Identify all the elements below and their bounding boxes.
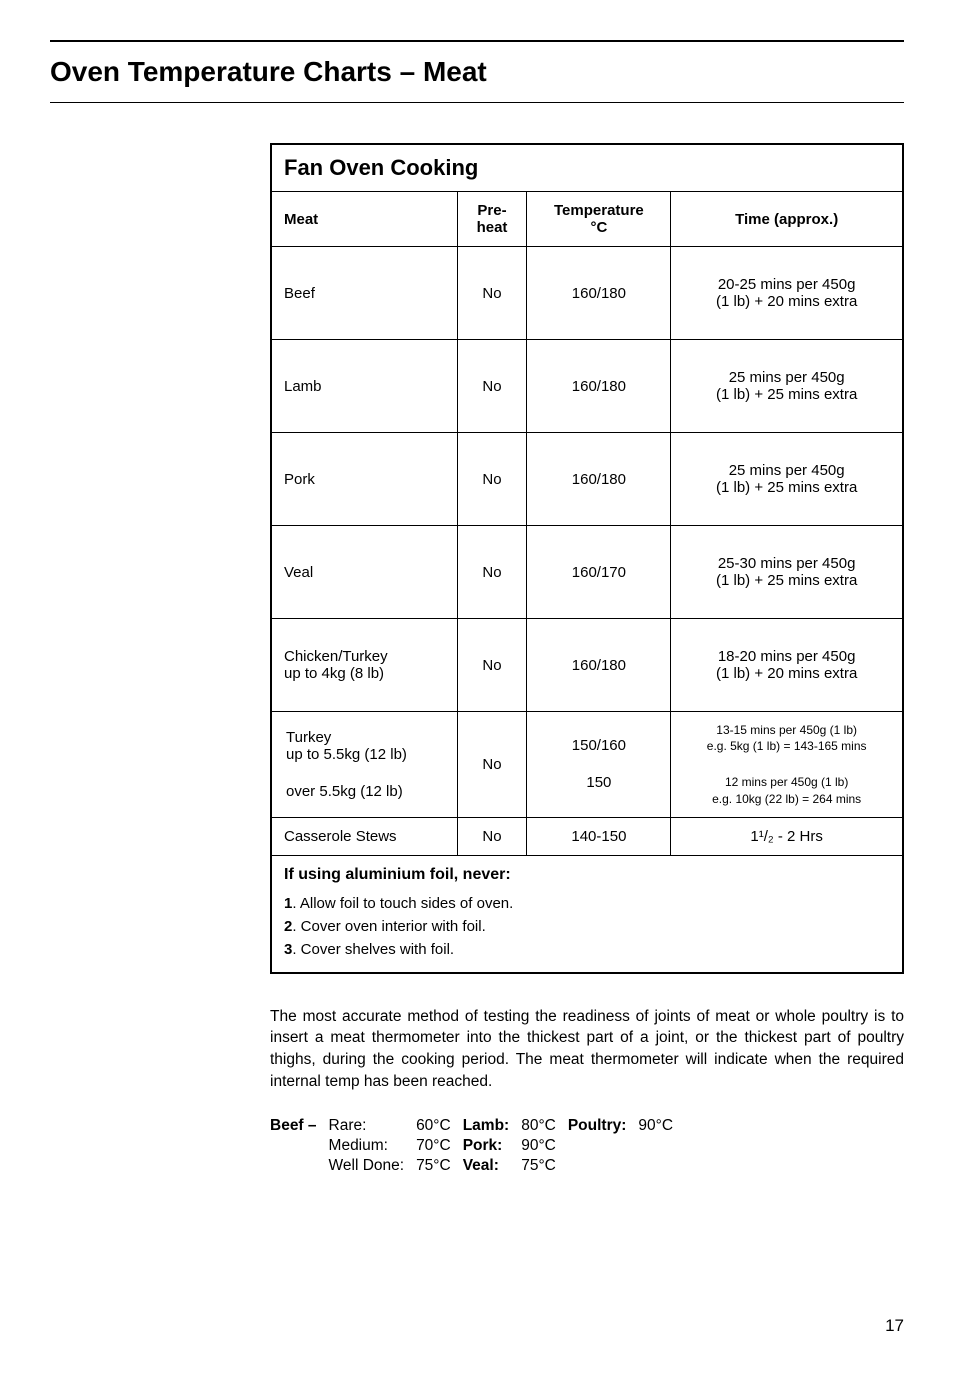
internal-temp-table: Beef – Rare: 60°C Lamb: 80°C Poultry: 90… bbox=[270, 1116, 685, 1176]
cell-preheat: No bbox=[457, 433, 527, 526]
turkey-top-label: Turkey up to 5.5kg (12 lb) bbox=[272, 719, 457, 773]
medium-label: Medium: bbox=[329, 1136, 417, 1156]
cell-casserole-preheat: No bbox=[457, 817, 527, 855]
cell-time: 25-30 mins per 450g (1 lb) + 25 mins ext… bbox=[671, 526, 903, 619]
content-wrap: Fan Oven Cooking Meat Pre- heat Temperat… bbox=[270, 143, 904, 1176]
foil-text-2: . Cover oven interior with foil. bbox=[292, 918, 485, 935]
foil-text-1: . Allow foil to touch sides of oven. bbox=[292, 895, 513, 912]
cell-time: 18-20 mins per 450g (1 lb) + 20 mins ext… bbox=[671, 619, 903, 712]
turkey-bottom-label: over 5.5kg (12 lb) bbox=[272, 773, 457, 810]
title-underline bbox=[50, 102, 904, 103]
cell-temp: 160/180 bbox=[527, 247, 671, 340]
cell-preheat: No bbox=[457, 619, 527, 712]
meat-cooking-table: Fan Oven Cooking Meat Pre- heat Temperat… bbox=[270, 143, 904, 974]
medium-val: 70°C bbox=[416, 1136, 463, 1156]
pork-val: 90°C bbox=[521, 1136, 568, 1156]
cell-preheat: No bbox=[457, 247, 527, 340]
cell-casserole-temp: 140-150 bbox=[527, 817, 671, 855]
foil-title: If using aluminium foil, never: bbox=[284, 866, 890, 884]
table-title-cell: Fan Oven Cooking bbox=[271, 144, 903, 192]
cell-temp: 160/180 bbox=[527, 340, 671, 433]
cell-casserole-meat: Casserole Stews bbox=[271, 817, 457, 855]
foil-list: 1. Allow foil to touch sides of oven. 2.… bbox=[284, 892, 890, 962]
well-label: Well Done: bbox=[329, 1156, 417, 1176]
top-rule bbox=[50, 40, 904, 42]
cell-preheat: No bbox=[457, 526, 527, 619]
poultry-label: Poultry: bbox=[568, 1117, 627, 1134]
th-meat: Meat bbox=[271, 192, 457, 247]
page-title: Oven Temperature Charts – Meat bbox=[50, 56, 904, 88]
lamb-label: Lamb: bbox=[463, 1117, 510, 1134]
beef-label: Beef – bbox=[270, 1117, 317, 1134]
foil-notice: If using aluminium foil, never: 1. Allow… bbox=[271, 855, 903, 972]
turkey-temp-top: 150/160 bbox=[527, 727, 670, 764]
table-title: Fan Oven Cooking bbox=[284, 155, 478, 180]
cell-time: 20-25 mins per 450g (1 lb) + 20 mins ext… bbox=[671, 247, 903, 340]
cell-meat: Veal bbox=[271, 526, 457, 619]
cell-meat: Chicken/Turkey up to 4kg (8 lb) bbox=[271, 619, 457, 712]
cell-temp: 160/180 bbox=[527, 619, 671, 712]
cell-turkey-temp: 150/160 150 bbox=[527, 712, 671, 818]
rare-label: Rare: bbox=[329, 1116, 417, 1136]
foil-text-3: . Cover shelves with foil. bbox=[292, 941, 454, 958]
th-time: Time (approx.) bbox=[671, 192, 903, 247]
cell-temp: 160/170 bbox=[527, 526, 671, 619]
cell-turkey-time: 13-15 mins per 450g (1 lb) e.g. 5kg (1 l… bbox=[671, 712, 903, 818]
foil-colon: : bbox=[505, 866, 510, 883]
thermometer-paragraph: The most accurate method of testing the … bbox=[270, 1006, 904, 1093]
cell-meat: Beef bbox=[271, 247, 457, 340]
page-number: 17 bbox=[50, 1316, 904, 1336]
veal-val: 75°C bbox=[521, 1156, 568, 1176]
cell-meat: Pork bbox=[271, 433, 457, 526]
well-val: 75°C bbox=[416, 1156, 463, 1176]
cell-turkey-meat: Turkey up to 5.5kg (12 lb) over 5.5kg (1… bbox=[271, 712, 457, 818]
cell-time: 25 mins per 450g (1 lb) + 25 mins extra bbox=[671, 340, 903, 433]
cell-preheat: No bbox=[457, 340, 527, 433]
turkey-temp-bottom: 150 bbox=[527, 764, 670, 801]
cell-time: 25 mins per 450g (1 lb) + 25 mins extra bbox=[671, 433, 903, 526]
th-temp: Temperature °C bbox=[527, 192, 671, 247]
foil-title-text: If using aluminium foil, never bbox=[284, 866, 505, 883]
lamb-val: 80°C bbox=[521, 1116, 568, 1136]
cell-turkey-preheat: No bbox=[457, 712, 527, 818]
turkey-time-top: 13-15 mins per 450g (1 lb) e.g. 5kg (1 l… bbox=[671, 712, 902, 764]
rare-val: 60°C bbox=[416, 1116, 463, 1136]
cell-casserole-time: 1¹/₂ - 2 Hrs bbox=[671, 817, 903, 855]
cell-temp: 160/180 bbox=[527, 433, 671, 526]
poultry-val: 90°C bbox=[638, 1116, 685, 1136]
cell-meat: Lamb bbox=[271, 340, 457, 433]
turkey-time-bottom: 12 mins per 450g (1 lb) e.g. 10kg (22 lb… bbox=[671, 764, 902, 816]
pork-label: Pork: bbox=[463, 1137, 503, 1154]
th-preheat: Pre- heat bbox=[457, 192, 527, 247]
veal-label: Veal: bbox=[463, 1157, 499, 1174]
